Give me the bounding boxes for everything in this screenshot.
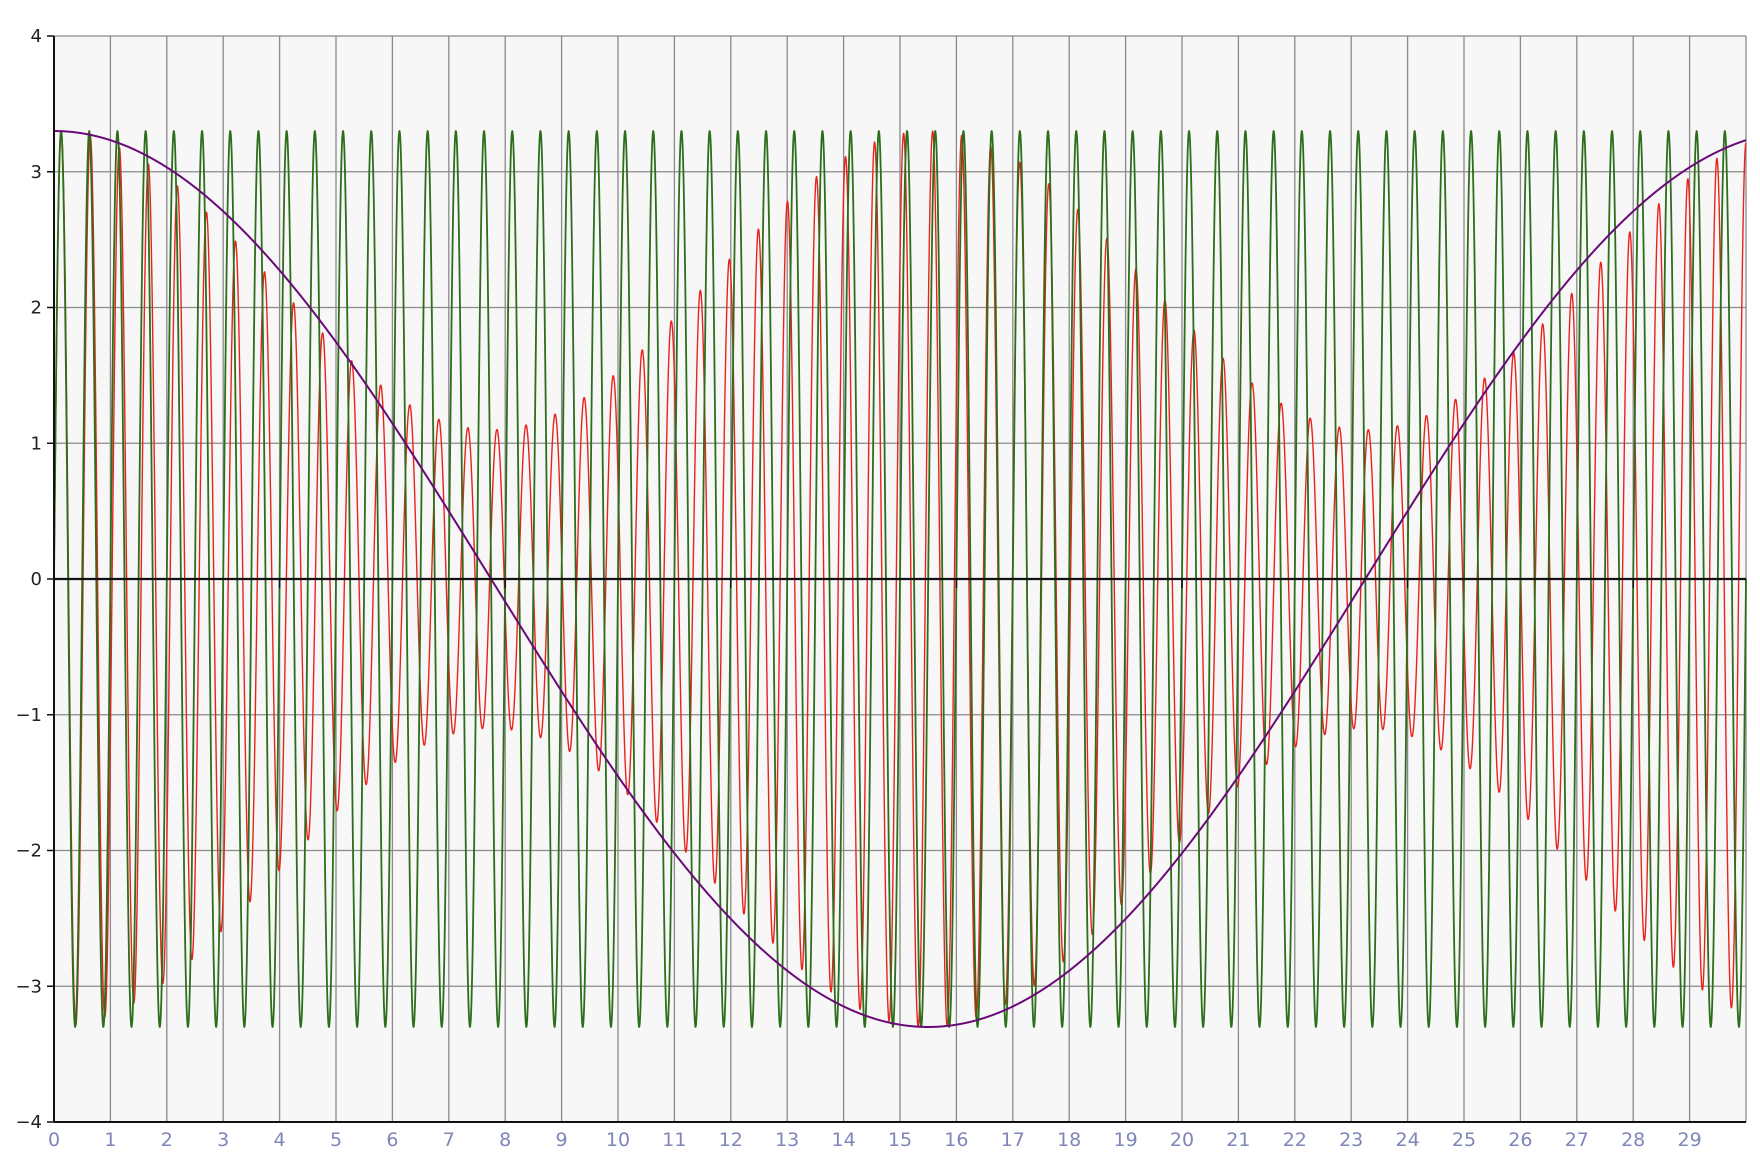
x-tick-label: 13: [775, 1129, 799, 1151]
y-tick-label: −2: [15, 841, 42, 862]
x-tick-label: 9: [556, 1129, 568, 1151]
y-tick-label: 4: [31, 26, 42, 47]
x-tick-label: 24: [1396, 1129, 1420, 1151]
x-tick-label: 20: [1170, 1129, 1194, 1151]
y-tick-label: −3: [15, 976, 42, 997]
x-tick-label: 17: [1001, 1129, 1025, 1151]
x-tick-label: 2: [161, 1129, 173, 1151]
x-tick-label: 10: [606, 1129, 630, 1151]
x-tick-label: 23: [1339, 1129, 1363, 1151]
series-purple-line: [53, 130, 1747, 1028]
y-tick-label: 1: [31, 433, 42, 454]
x-tick-label: 6: [386, 1129, 398, 1151]
x-tick-label: 8: [499, 1129, 511, 1151]
x-tick-label: 26: [1508, 1129, 1532, 1151]
y-tick-label: −1: [15, 705, 42, 726]
x-tick-label: 28: [1621, 1129, 1645, 1151]
x-tick-label: 12: [719, 1129, 743, 1151]
x-tick-label: 29: [1678, 1129, 1702, 1151]
y-tick-label: 0: [31, 569, 42, 590]
x-tick-label: 18: [1057, 1129, 1081, 1151]
x-tick-label: 14: [832, 1129, 856, 1151]
x-tick-label: 22: [1283, 1129, 1307, 1151]
x-tick-label: 5: [330, 1129, 342, 1151]
x-tick-label: 7: [443, 1129, 455, 1151]
x-tick-label: 0: [48, 1129, 60, 1151]
x-tick-label: 15: [888, 1129, 912, 1151]
x-tick-label: 4: [274, 1129, 286, 1151]
axes: [47, 35, 1746, 1123]
x-tick-label: 25: [1452, 1129, 1476, 1151]
x-tick-label: 3: [217, 1129, 229, 1151]
x-tick-label: 11: [662, 1129, 686, 1151]
x-tick-label: 19: [1114, 1129, 1138, 1151]
x-tick-label: 1: [104, 1129, 116, 1151]
y-tick-label: 2: [31, 298, 42, 319]
x-tick-label: 21: [1226, 1129, 1250, 1151]
x-tick-label: 16: [944, 1129, 968, 1151]
x-tick-label: 27: [1565, 1129, 1589, 1151]
y-tick-label: 3: [31, 162, 42, 183]
y-tick-label: −4: [15, 1112, 42, 1133]
